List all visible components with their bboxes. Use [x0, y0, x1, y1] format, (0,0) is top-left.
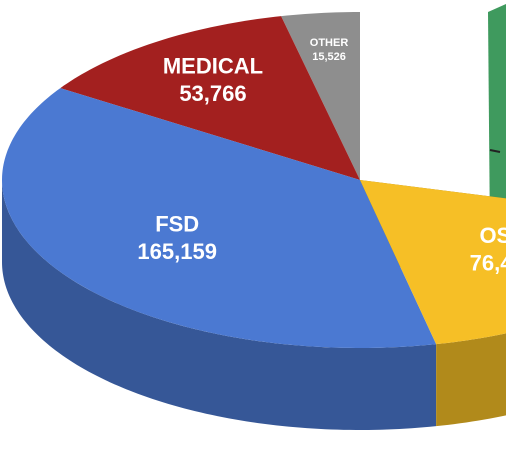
slice-side	[436, 333, 506, 427]
slice-label: OSD	[479, 223, 506, 248]
slice-label: MEDICAL	[163, 53, 263, 78]
slice-value-label: 76,479	[470, 251, 506, 276]
slice	[60, 16, 360, 180]
slice-value-label: 53,766	[179, 81, 246, 106]
slice	[360, 180, 506, 345]
slice	[2, 88, 437, 348]
slice-label: FSD	[155, 212, 199, 237]
slice-label: OTHER	[310, 37, 349, 49]
cropped-slice	[488, 4, 506, 250]
cropped-leader	[489, 149, 501, 153]
slice-side	[2, 180, 437, 430]
slice-value-label: 15,526	[312, 51, 346, 63]
slice	[281, 12, 360, 180]
slice-value-label: 165,159	[137, 239, 217, 264]
